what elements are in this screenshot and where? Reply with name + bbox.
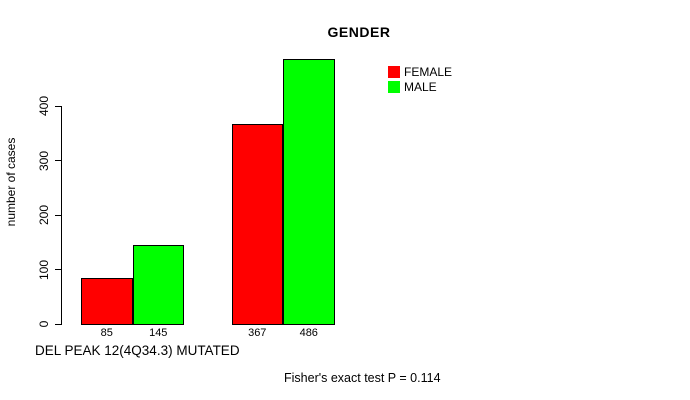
legend-item-female: FEMALE bbox=[388, 64, 452, 79]
bar-value-label-male-group-2: 486 bbox=[299, 327, 318, 339]
bar-male-group-1 bbox=[132, 244, 184, 325]
fisher-test-footnote: Fisher's exact test P = 0.114 bbox=[284, 371, 441, 385]
bar-value-label-female-group-1: 85 bbox=[100, 327, 113, 339]
y-tick-400 bbox=[55, 105, 62, 107]
bar-female-group-2 bbox=[231, 123, 283, 325]
y-tick-200 bbox=[55, 214, 62, 216]
y-axis-line bbox=[61, 106, 62, 325]
y-axis-label: number of cases bbox=[4, 137, 18, 227]
y-tick-label-200: 200 bbox=[37, 204, 51, 226]
bar-value-label-female-group-2: 367 bbox=[248, 327, 267, 339]
legend-item-male: MALE bbox=[388, 79, 452, 94]
female-color-swatch bbox=[388, 65, 400, 78]
y-tick-300 bbox=[55, 160, 62, 161]
y-tick-label-0: 0 bbox=[37, 320, 51, 328]
y-tick-0 bbox=[55, 323, 62, 325]
chart-title: GENDER bbox=[327, 24, 391, 40]
x-axis-caption: DEL PEAK 12(4Q34.3) MUTATED bbox=[35, 343, 240, 358]
chart-legend: FEMALE MALE bbox=[388, 64, 452, 94]
legend-label-male: MALE bbox=[404, 79, 437, 94]
y-tick-100 bbox=[55, 269, 62, 270]
bar-value-label-male-group-1: 145 bbox=[149, 327, 168, 339]
male-color-swatch bbox=[388, 80, 400, 93]
bar-male-group-2 bbox=[283, 59, 335, 325]
bar-female-group-1 bbox=[81, 277, 133, 325]
y-tick-label-300: 300 bbox=[37, 150, 51, 171]
legend-label-female: FEMALE bbox=[404, 64, 453, 79]
y-tick-label-400: 400 bbox=[37, 95, 51, 117]
y-tick-label-100: 100 bbox=[37, 259, 51, 280]
